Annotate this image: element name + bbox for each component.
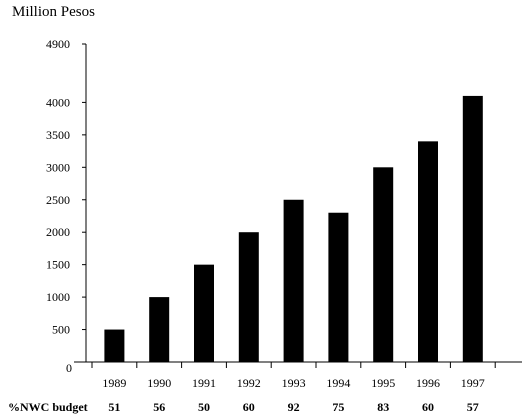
bar-1996 xyxy=(418,141,438,362)
bar-1992 xyxy=(238,232,259,362)
y-tick-label: 1500 xyxy=(46,258,70,272)
bar-1989 xyxy=(104,329,125,362)
bar-1994 xyxy=(328,212,349,362)
y-tick-label: 3000 xyxy=(46,160,70,174)
x-tick-label-1996: 1996 xyxy=(416,376,440,390)
x-tick-label-1989: 1989 xyxy=(102,376,126,390)
footer-value-1993: 92 xyxy=(288,400,300,414)
footer-value-1996: 60 xyxy=(422,400,434,414)
footer-value-1994: 75 xyxy=(332,400,344,414)
x-tick-label-1991: 1991 xyxy=(192,376,216,390)
x-tick-label-1997: 1997 xyxy=(461,376,485,390)
y-tick-label: 4900 xyxy=(46,37,70,51)
y-ticks-group: 0 500 1000 1500 2000 2500 3000 3500 4000 4900 xyxy=(46,37,86,375)
x-tick-label-1994: 1994 xyxy=(326,376,350,390)
bar-1991 xyxy=(194,264,214,362)
bars-group xyxy=(104,95,483,362)
footer-value-1992: 60 xyxy=(243,400,255,414)
footer-row: 51 56 50 60 92 75 83 60 57 %NWC budget xyxy=(8,400,479,414)
y-tick-label: 500 xyxy=(52,323,70,337)
footer-row-label: %NWC budget xyxy=(8,400,88,414)
y-tick-label: 1000 xyxy=(46,290,70,304)
y-tick-label: 3500 xyxy=(46,128,70,142)
x-ticks-group: 1989 1990 1991 1992 1993 1994 1995 1996 1997 xyxy=(91,362,496,390)
footer-value-1990: 56 xyxy=(153,400,165,414)
y-axis-title: Million Pesos xyxy=(12,4,95,20)
y-tick-label: 4000 xyxy=(46,95,70,109)
bar-1993 xyxy=(283,199,304,362)
footer-value-1995: 83 xyxy=(377,400,389,414)
footer-value-1989: 51 xyxy=(108,400,120,414)
y-tick-label: 2500 xyxy=(46,193,70,207)
y-tick-label: 0 xyxy=(66,361,72,375)
bar-1990 xyxy=(149,297,170,362)
x-tick-label-1995: 1995 xyxy=(371,376,395,390)
bar-1995 xyxy=(373,167,394,362)
y-tick-label: 2000 xyxy=(46,225,70,239)
x-tick-label-1990: 1990 xyxy=(147,376,171,390)
x-tick-label-1993: 1993 xyxy=(282,376,306,390)
footer-value-1997: 57 xyxy=(467,400,479,414)
bar-1997 xyxy=(462,95,483,362)
footer-value-1991: 50 xyxy=(198,400,210,414)
x-tick-label-1992: 1992 xyxy=(237,376,261,390)
